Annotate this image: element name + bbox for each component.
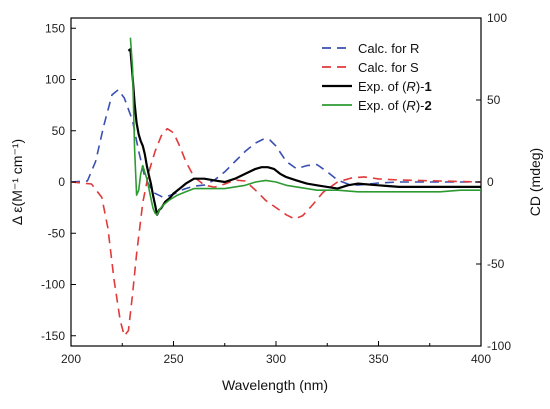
left-y-tick-label: 0 xyxy=(58,175,65,189)
left-y-axis-title: Δ ε(M⁻¹ cm⁻¹) xyxy=(9,139,25,225)
series-line-2 xyxy=(70,127,482,337)
series-line-3 xyxy=(127,48,481,216)
right-y-tick-label: 100 xyxy=(487,11,507,25)
left-y-tick-label: -50 xyxy=(48,226,66,240)
left-y-tick-label: 100 xyxy=(45,73,65,87)
legend-label-1: Calc. for R xyxy=(358,41,419,56)
left-y-tick-label: -150 xyxy=(41,329,65,343)
x-tick-label: 300 xyxy=(266,352,286,366)
left-y-tick-label: 150 xyxy=(45,21,65,35)
series-lines xyxy=(70,37,482,337)
legend-label-2: Calc. for S xyxy=(358,60,419,75)
x-tick-label: 200 xyxy=(61,352,81,366)
left-y-tick-label: 50 xyxy=(52,124,66,138)
legend: Calc. for R Calc. for S Exp. of (R)-1 Exp. … xyxy=(322,41,432,113)
x-axis-title: Wavelength (nm) xyxy=(222,377,328,393)
x-tick-label: 400 xyxy=(471,352,491,366)
right-y-tick-label: 50 xyxy=(487,93,501,107)
right-y-tick-label: 0 xyxy=(487,175,494,189)
right-y-tick-label: -50 xyxy=(487,257,505,271)
x-tick-label: 250 xyxy=(163,352,183,366)
right-y-axis-title: CD (mdeg) xyxy=(527,148,543,216)
series-line-1 xyxy=(70,89,481,199)
left-y-tick-label: -100 xyxy=(41,278,65,292)
axis-ticks: 200 250 300 350 400 150 100 50 0 -50 -100 -150 100 50… xyxy=(41,11,511,366)
series-line-4 xyxy=(129,37,481,216)
x-tick-label: 350 xyxy=(368,352,388,366)
legend-label-4: Exp. of (R)-2 xyxy=(358,98,432,113)
legend-label-3: Exp. of (R)-1 xyxy=(358,79,432,94)
right-y-tick-label: -100 xyxy=(487,339,511,353)
